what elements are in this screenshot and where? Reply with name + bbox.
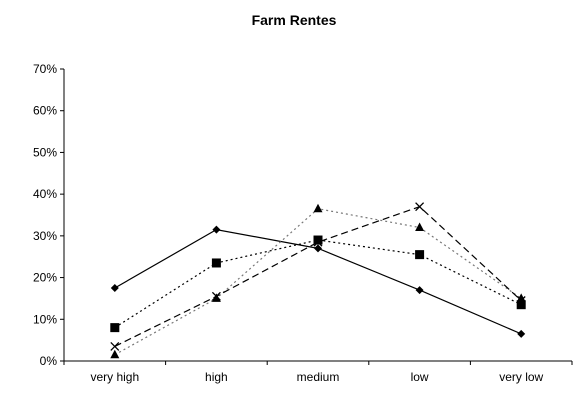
series-line-3: [114, 208, 522, 356]
x-tick-label: very high: [90, 370, 139, 384]
marker-triangle: [415, 222, 425, 232]
marker-square: [211, 258, 221, 268]
chart-title: Farm Rentes: [251, 12, 337, 28]
x-tick-label: very low: [499, 370, 543, 384]
series-line-2: [114, 239, 522, 329]
y-tick-label: 0%: [40, 354, 58, 368]
marker-square: [110, 323, 120, 333]
marker-diamond: [212, 225, 221, 234]
marker-diamond: [314, 244, 322, 253]
x-tick-label: medium: [297, 370, 340, 384]
series-line-4: [114, 205, 522, 347]
marker-x: [415, 202, 425, 212]
marker-x-stroke: [313, 237, 323, 247]
marker-x: [110, 341, 120, 351]
marker-x: [211, 291, 221, 301]
marker-square: [313, 235, 323, 245]
y-tick-label: 40%: [33, 187, 57, 201]
marker-square: [415, 250, 425, 260]
marker-triangle: [211, 293, 221, 302]
marker-triangle: [110, 349, 120, 359]
marker-triangle: [313, 203, 323, 213]
x-tick-label: high: [205, 370, 228, 384]
marker-diamond: [517, 329, 526, 338]
marker-square: [516, 300, 526, 310]
marker-diamond: [415, 286, 424, 295]
x-tick-label: low: [411, 370, 429, 384]
y-tick-label: 30%: [33, 229, 57, 243]
marker-x-stroke: [211, 291, 221, 301]
marker-x-stroke: [110, 341, 120, 351]
y-tick-label: 20%: [33, 271, 57, 285]
y-tick-label: 70%: [33, 62, 57, 76]
y-tick-label: 60%: [33, 104, 57, 118]
marker-x: [516, 296, 526, 305]
marker-triangle: [516, 293, 526, 302]
y-tick-label: 50%: [33, 145, 57, 159]
marker-x-stroke: [415, 202, 425, 212]
marker-x-stroke: [516, 296, 526, 305]
marker-x: [313, 237, 323, 247]
y-tick-label: 10%: [33, 312, 57, 326]
marker-diamond: [110, 284, 119, 292]
